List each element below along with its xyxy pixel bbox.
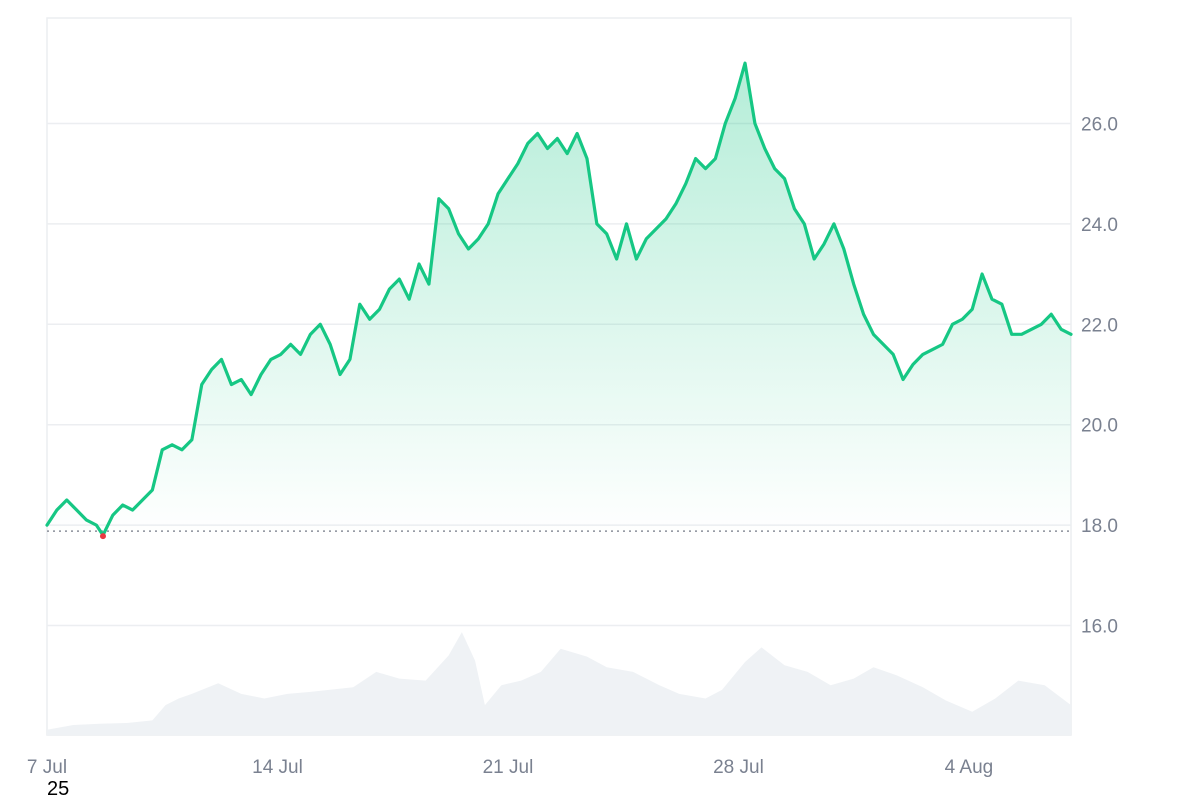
year-label: 25 [47,778,70,800]
y-tick-label: 20.0 [1081,416,1118,437]
x-tick-label: 7 Jul [27,757,67,778]
volume-shape [47,632,1071,735]
price-area-fill [47,63,1071,536]
y-tick-label: 24.0 [1081,215,1118,236]
x-axis: 7 Jul 14 Jul 21 Jul 28 Jul 4 Aug [27,757,993,778]
price-line [45,61,1073,537]
price-area [47,63,1071,536]
volume-area [47,632,1071,735]
x-tick-label: 28 Jul [713,757,764,778]
y-axis: 16.0 18.0 20.0 22.0 24.0 26.0 [1081,114,1118,637]
x-tick-label: 14 Jul [252,757,303,778]
x-tick-label: 4 Aug [945,757,994,778]
y-tick-label: 18.0 [1081,516,1118,537]
y-tick-label: 26.0 [1081,114,1118,135]
below-baseline-marker [99,533,106,540]
y-tick-label: 16.0 [1081,617,1118,638]
y-tick-label: 22.0 [1081,315,1118,336]
x-tick-label: 21 Jul [483,757,534,778]
price-series [45,61,1073,540]
